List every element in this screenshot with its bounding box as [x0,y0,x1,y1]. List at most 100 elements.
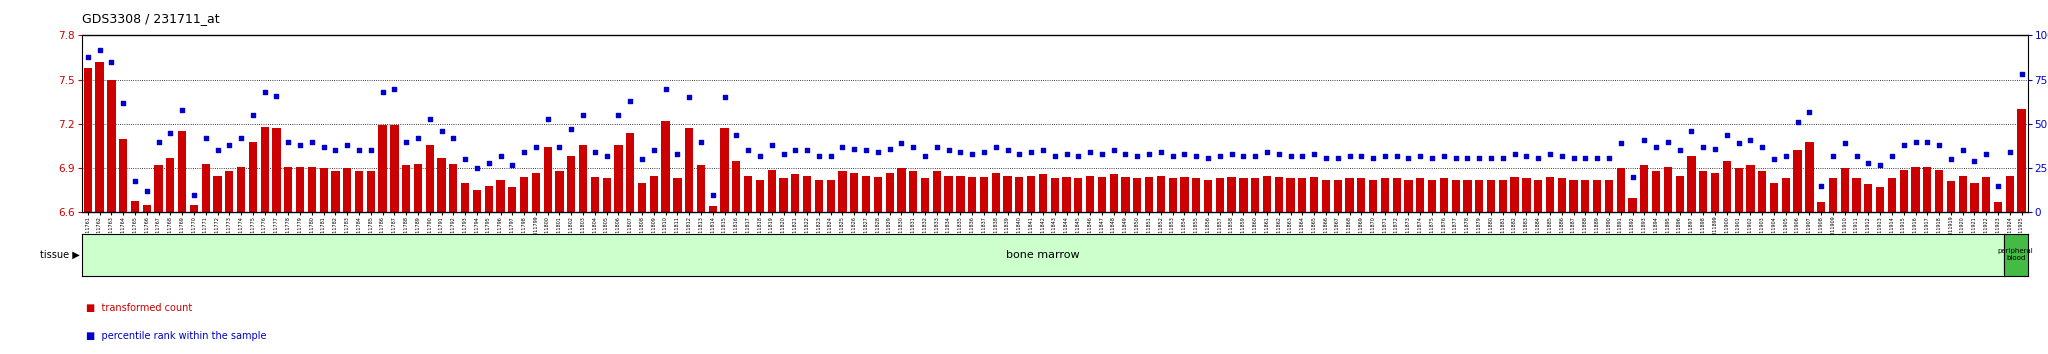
Point [295,139,328,144]
Bar [449,164,457,212]
Point [178,192,211,198]
Bar [1982,177,1991,212]
Bar [1935,170,1944,212]
Point [367,89,399,95]
Point [791,148,823,153]
Point [225,135,258,141]
Bar [1923,167,1931,212]
Bar [1876,187,1884,212]
Bar [543,148,551,212]
Bar [496,180,504,212]
Bar [580,144,588,212]
Point [1427,153,1460,159]
Bar [1462,180,1473,212]
Bar [614,144,623,212]
Bar [213,176,221,212]
Bar [1559,178,1567,212]
Point [1346,153,1378,159]
Point [154,130,186,136]
Point [1782,119,1815,125]
Point [1958,158,1991,164]
Point [1970,151,2003,157]
Point [1534,151,1567,157]
Bar [2005,176,2013,212]
Point [1085,151,1118,157]
Bar [1380,178,1389,212]
Bar [991,172,999,212]
Bar [1948,181,1956,212]
Bar [1217,178,1225,212]
Bar [426,144,434,212]
Point [1792,109,1825,114]
Point [614,98,647,104]
Bar [1769,183,1778,212]
Bar [1063,177,1071,212]
Bar [649,176,657,212]
Point [920,144,952,150]
Bar [154,165,162,212]
Point [696,192,729,198]
Point [508,149,541,155]
Bar [979,177,987,212]
Point [131,188,164,194]
Bar [815,180,823,212]
Bar [238,167,246,212]
Bar [1710,172,1718,212]
Bar [1016,177,1024,212]
Point [1604,141,1636,146]
Text: bone marrow: bone marrow [1006,250,1079,260]
Bar [1393,178,1401,212]
Point [909,153,942,159]
Point [1239,153,1272,159]
Point [1804,183,1837,189]
Point [1829,141,1862,146]
Point [1120,153,1153,159]
Bar [862,176,870,212]
Bar [1311,177,1319,212]
Point [1522,155,1554,160]
Point [1841,153,1874,159]
Bar [1663,167,1671,212]
Bar [1274,177,1282,212]
Bar [1192,178,1200,212]
Point [578,149,610,155]
Bar [1995,202,2003,212]
Bar [1298,178,1307,212]
Bar [1346,178,1354,212]
Text: peripheral
blood: peripheral blood [1999,249,2034,261]
Point [414,116,446,121]
Bar [1522,178,1530,212]
Bar [756,180,764,212]
Bar [1026,176,1036,212]
Point [979,144,1012,150]
Point [1440,155,1473,160]
Point [815,153,848,159]
Point [1475,155,1507,160]
Bar [307,167,315,212]
Bar [1358,178,1366,212]
Point [637,148,670,153]
Point [1556,155,1589,160]
Point [897,144,930,150]
Bar [1581,180,1589,212]
Point [1180,153,1212,159]
Bar [1227,177,1235,212]
Bar [662,121,670,212]
Bar [1452,180,1460,212]
Text: tissue ▶: tissue ▶ [41,250,80,260]
Point [141,139,174,144]
Bar [1333,180,1341,212]
Bar [332,171,340,212]
Point [2005,72,2038,77]
Point [1851,160,1884,166]
Bar [1888,178,1896,212]
Point [1274,153,1307,159]
Bar [555,171,563,212]
Point [1073,149,1106,155]
Point [944,149,977,155]
Point [850,148,883,153]
Bar [1038,174,1047,212]
Bar [627,133,635,212]
Bar [1169,178,1178,212]
Point [1757,156,1790,162]
